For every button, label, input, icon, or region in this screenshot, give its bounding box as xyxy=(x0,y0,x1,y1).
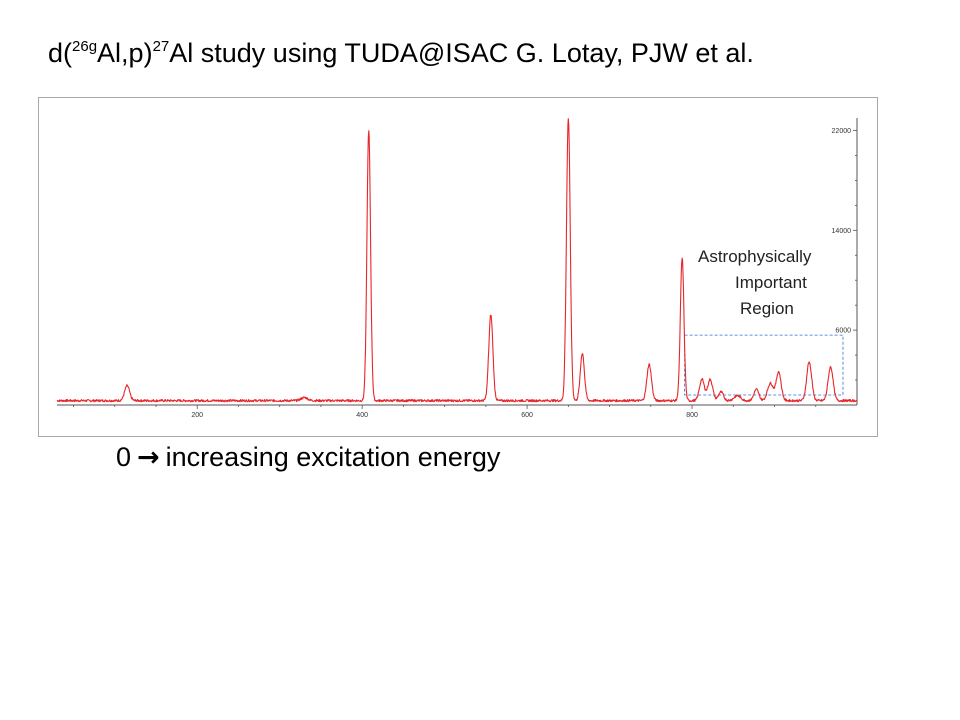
title-prefix: d( xyxy=(48,38,73,68)
chart-axes xyxy=(57,118,858,406)
x-tick-label: 200 xyxy=(191,412,203,419)
region-annotation-line-3: Region xyxy=(740,299,794,318)
x-tick-label: 600 xyxy=(521,412,533,419)
y-tick-label: 6000 xyxy=(835,328,851,335)
spectrum-series-group xyxy=(56,118,858,403)
spectrum-figure: 200 400 600 800 6000 14000 22000 xyxy=(38,97,878,437)
caption-zero: 0 xyxy=(116,442,132,472)
region-annotation: Astrophysically Important Region xyxy=(698,244,858,322)
caption-text: increasing excitation energy xyxy=(165,442,501,472)
chart-ticks: 200 400 600 800 6000 14000 22000 xyxy=(73,128,857,419)
title-superscript-product: 27 xyxy=(152,38,170,55)
right-arrow-icon: → xyxy=(137,442,160,473)
y-tick-label: 22000 xyxy=(832,128,852,135)
region-annotation-line-1: Astrophysically xyxy=(698,247,812,266)
title-superscript-mass: 26g xyxy=(72,38,98,55)
spectrum-chart: 200 400 600 800 6000 14000 22000 xyxy=(56,118,858,419)
title-rest: Al study using TUDA@ISAC G. Lotay, PJW e… xyxy=(169,38,754,68)
x-tick-label: 400 xyxy=(356,412,368,419)
highlight-region-box xyxy=(684,334,844,396)
axis-caption: 0 → increasing excitation energy xyxy=(116,442,500,473)
x-tick-label: 800 xyxy=(686,412,698,419)
spectrum-line xyxy=(56,118,858,403)
region-annotation-line-2: Important xyxy=(735,273,807,292)
y-tick-label: 14000 xyxy=(832,228,852,235)
title-reaction: Al,p) xyxy=(97,38,153,68)
highlight-region-group xyxy=(684,334,844,396)
slide-title: d(26gAl,p)27Al study using TUDA@ISAC G. … xyxy=(48,38,754,69)
